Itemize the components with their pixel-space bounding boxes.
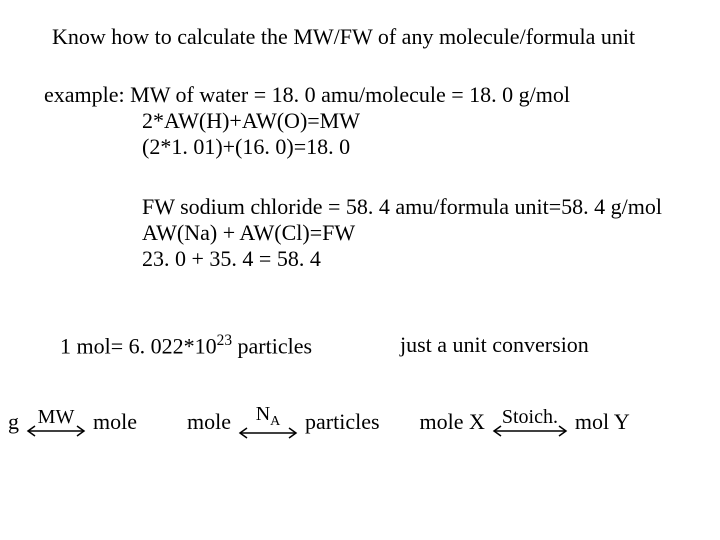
example-line3: (2*1. 01)+(16. 0)=18. 0 [142,134,350,160]
double-arrow-icon [237,427,299,439]
label-na: NA [256,404,281,429]
example-line4: FW sodium chloride = 58. 4 amu/formula u… [142,194,662,220]
example-line6: 23. 0 + 35. 4 = 58. 4 [142,246,321,272]
conv-left: 1 mol= 6. 022*10 [60,333,217,358]
double-arrow-icon [491,425,569,437]
node-mole1: mole [93,409,137,435]
node-molex: mole X [420,409,485,435]
conv-note: just a unit conversion [400,332,589,358]
conv-right: particles [232,333,312,358]
flow-row: g MW mole mole NA particles mole X S [8,404,630,439]
label-stoich: Stoich. [502,407,558,427]
arrow-g-mole: MW [25,407,87,437]
conv-exp: 23 [217,332,232,349]
node-moly: mol Y [575,409,630,435]
arrow-stoich: Stoich. [491,407,569,437]
mole-conversion: 1 mol= 6. 022*1023 particles [60,332,312,359]
double-arrow-icon [25,425,87,437]
node-mole2: mole [187,409,231,435]
node-particles: particles [305,409,380,435]
example-line1: example: MW of water = 18. 0 amu/molecul… [44,82,570,108]
label-mw: MW [38,407,75,427]
arrow-mole-particles: NA [237,404,299,439]
title-text: Know how to calculate the MW/FW of any m… [52,24,635,50]
example-line5: AW(Na) + AW(Cl)=FW [142,220,355,246]
node-g: g [8,409,19,435]
example-line2: 2*AW(H)+AW(O)=MW [142,108,360,134]
na-n: N [256,403,270,425]
